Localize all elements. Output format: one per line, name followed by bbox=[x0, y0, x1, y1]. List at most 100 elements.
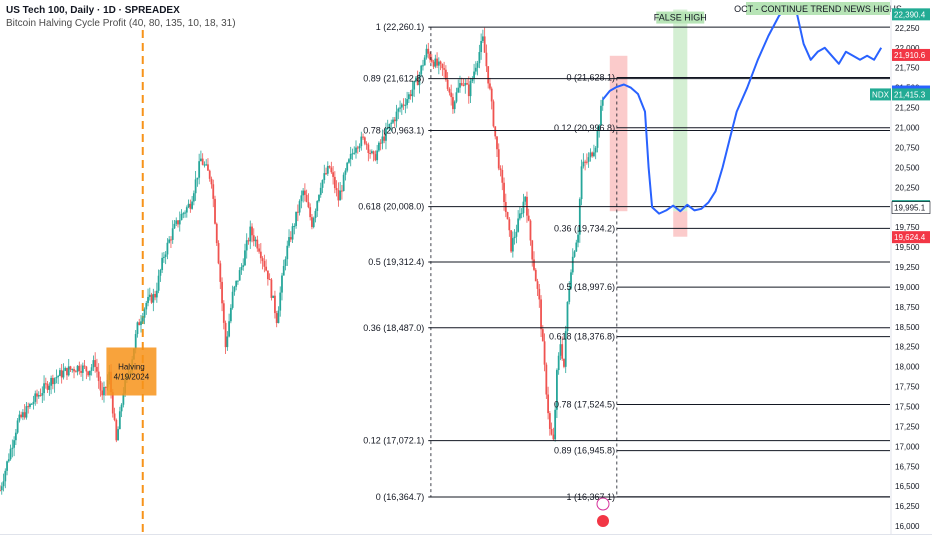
candle-body bbox=[41, 393, 44, 396]
flag-icon bbox=[597, 515, 609, 527]
candle-body bbox=[293, 225, 296, 227]
candle-body bbox=[66, 367, 68, 376]
candle-body bbox=[341, 190, 343, 192]
candle-body bbox=[473, 71, 475, 79]
candle-body bbox=[238, 270, 241, 281]
candle-body bbox=[289, 237, 292, 240]
candle-body bbox=[96, 366, 98, 372]
price-tag-name: NDX bbox=[872, 90, 890, 99]
candle-body bbox=[571, 256, 574, 273]
candle-body bbox=[339, 190, 342, 201]
candle-body bbox=[296, 211, 299, 213]
candle-body bbox=[235, 280, 238, 287]
candle-body bbox=[279, 292, 282, 311]
candle-body bbox=[378, 142, 380, 151]
fib-left-label: 0.89 (21,612.8) bbox=[363, 74, 424, 84]
candle-body bbox=[288, 237, 290, 246]
candle-body bbox=[240, 267, 243, 271]
candle-body bbox=[594, 147, 597, 153]
candle-body bbox=[113, 413, 116, 420]
fib-right-label: 0.36 (19,734.2) bbox=[554, 223, 615, 233]
candle-body bbox=[59, 370, 61, 376]
candle-body bbox=[191, 201, 193, 209]
candle-body bbox=[180, 213, 183, 221]
candle-body bbox=[554, 409, 557, 440]
candle-body bbox=[268, 279, 271, 281]
candle-body bbox=[335, 188, 338, 191]
candle-body bbox=[141, 317, 144, 322]
candle-body bbox=[392, 119, 394, 123]
candle-body bbox=[319, 187, 322, 195]
fib-right-label: 1 (16,367.1) bbox=[567, 492, 616, 502]
candle-body bbox=[388, 123, 391, 128]
y-tick-label: 17,500 bbox=[895, 402, 920, 411]
candle-body bbox=[0, 486, 3, 491]
candle-body bbox=[103, 387, 105, 396]
candle-body bbox=[83, 365, 86, 367]
candle-body bbox=[311, 217, 313, 228]
candle-body bbox=[481, 36, 484, 41]
candle-body bbox=[208, 170, 211, 179]
candle-body bbox=[117, 429, 119, 441]
candle-body bbox=[369, 152, 371, 154]
candle-body bbox=[566, 301, 569, 332]
candle-body bbox=[164, 254, 167, 257]
candle-body bbox=[406, 99, 409, 105]
candle-body bbox=[249, 226, 252, 242]
candle-body bbox=[154, 293, 156, 298]
candle-body bbox=[437, 61, 440, 66]
candle-body bbox=[226, 336, 229, 348]
candle-body bbox=[152, 293, 155, 303]
candle-body bbox=[353, 152, 356, 154]
candle-body bbox=[416, 77, 419, 86]
chart-title: US Tech 100, Daily · 1D · SPREADEX bbox=[6, 5, 180, 16]
zone-label: FALSE HIGH bbox=[654, 13, 707, 23]
candle-body bbox=[150, 294, 153, 303]
candle-body bbox=[145, 302, 148, 310]
price-tag-label: 22,390.4 bbox=[894, 10, 926, 19]
candle-body bbox=[589, 152, 592, 158]
candle-body bbox=[420, 65, 423, 75]
candle-body bbox=[265, 266, 268, 271]
candle-body bbox=[519, 213, 521, 219]
price-tag-label: 19,995.1 bbox=[894, 204, 926, 213]
candle-body bbox=[185, 207, 188, 213]
candle-body bbox=[548, 413, 551, 429]
candle-body bbox=[459, 83, 461, 88]
candle-body bbox=[561, 344, 564, 359]
candle-body bbox=[20, 414, 23, 418]
candle-body bbox=[166, 242, 169, 255]
candle-body bbox=[13, 440, 15, 448]
candle-body bbox=[332, 172, 334, 177]
price-tag-bg bbox=[892, 8, 930, 21]
candle-body bbox=[321, 180, 324, 188]
candle-body bbox=[189, 203, 192, 209]
fib-left-label: 0.78 (20,963.1) bbox=[363, 125, 424, 135]
candle-body bbox=[62, 370, 65, 378]
candle-body bbox=[69, 366, 72, 370]
candle-body bbox=[27, 406, 30, 408]
candle-body bbox=[270, 279, 273, 298]
candle-body bbox=[244, 250, 246, 266]
indicator-label[interactable]: Bitcoin Halving Cycle Profit (40, 80, 13… bbox=[6, 18, 236, 29]
candle-body bbox=[469, 81, 472, 97]
candle-body bbox=[275, 313, 278, 324]
candle-body bbox=[138, 322, 141, 326]
candle-body bbox=[462, 84, 465, 86]
y-tick-label: 17,250 bbox=[895, 422, 920, 431]
zone-0 bbox=[609, 55, 628, 212]
fib-right-label: 0 (21,628.1) bbox=[567, 72, 616, 82]
candle-body bbox=[282, 265, 285, 276]
candle-body bbox=[247, 240, 250, 242]
candle-body bbox=[99, 381, 102, 391]
price-tag-bg bbox=[892, 88, 930, 101]
candle-body bbox=[254, 239, 257, 242]
candle-body bbox=[111, 392, 114, 414]
y-tick-label: 19,750 bbox=[895, 223, 920, 232]
candle-body bbox=[224, 322, 227, 348]
candle-body bbox=[43, 383, 45, 394]
candle-body bbox=[277, 310, 280, 324]
price-tag-bg bbox=[892, 231, 930, 244]
fib-right-label: 0.89 (16,945.8) bbox=[554, 446, 615, 456]
